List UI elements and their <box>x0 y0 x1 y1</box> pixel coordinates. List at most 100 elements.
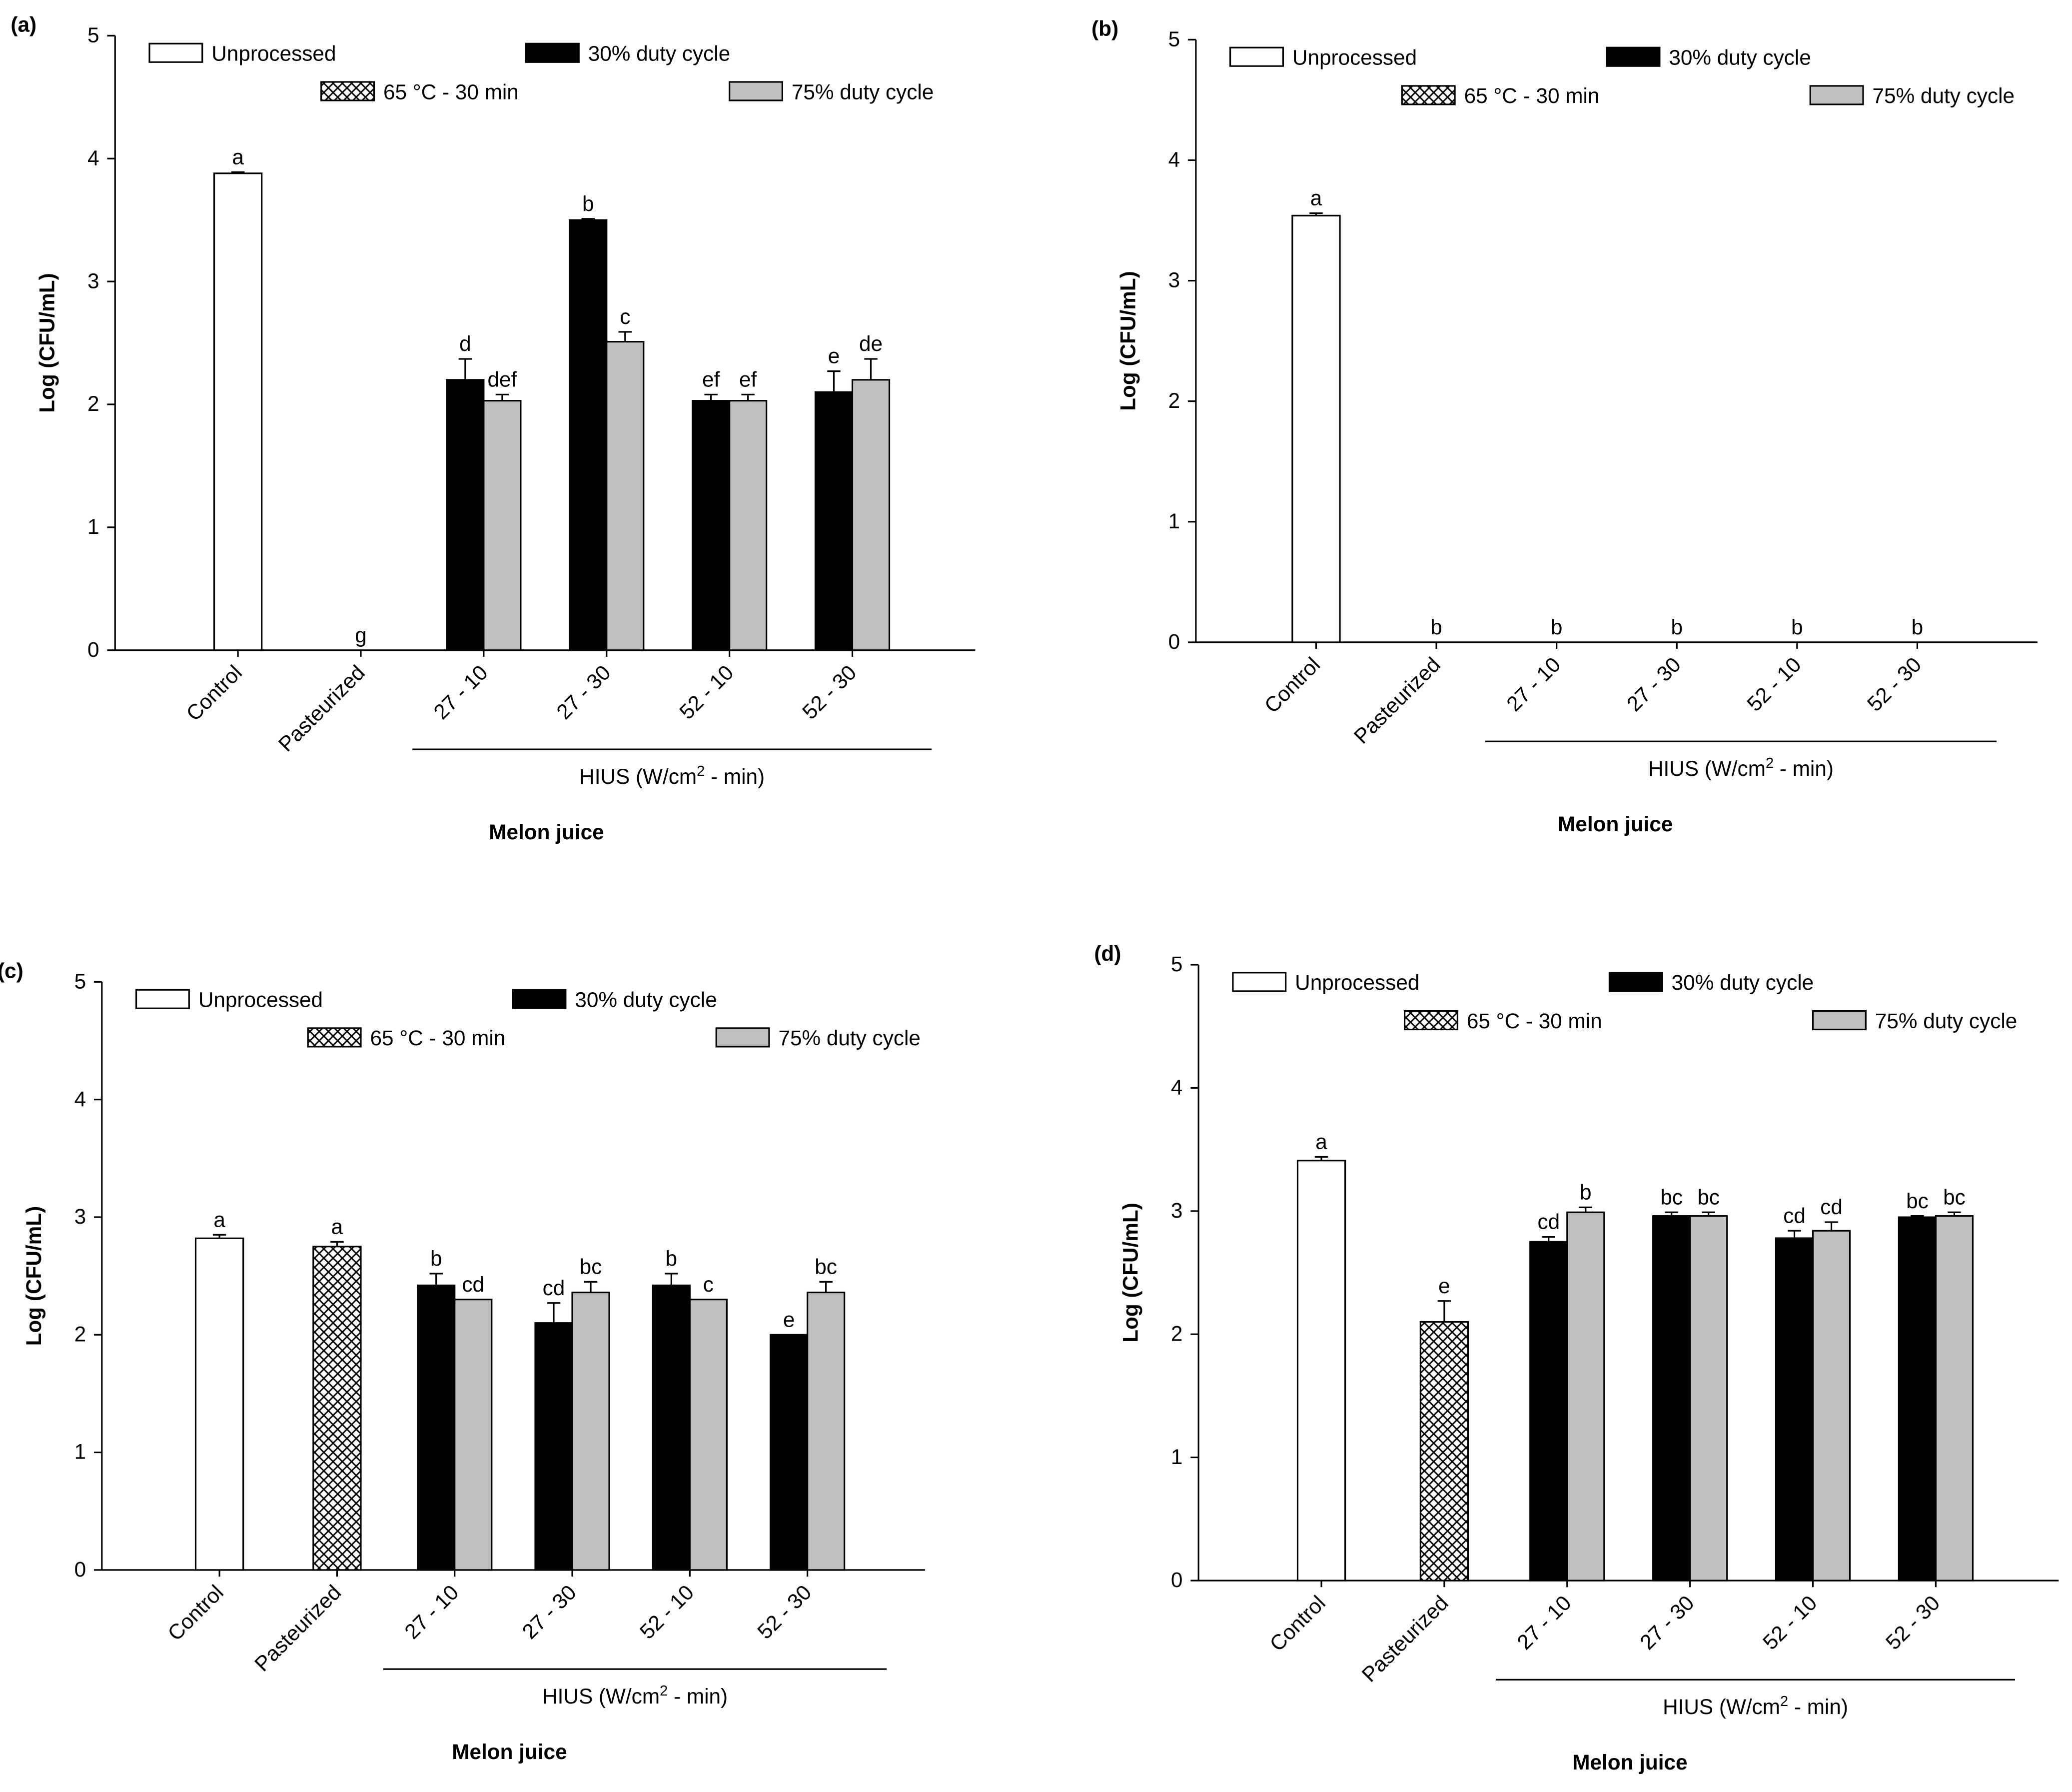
legend-label: 65 °C - 30 min <box>1467 1009 1602 1033</box>
x-axis-label: Melon juice <box>1572 1751 1687 1774</box>
x-tick-label: 27 - 30 <box>1635 1591 1698 1654</box>
x-tick-label: 27 - 30 <box>518 1581 581 1644</box>
y-axis-label: Log (CFU/mL) <box>1116 271 1139 411</box>
legend-swatch <box>729 81 783 101</box>
error-bar <box>1309 212 1323 216</box>
bar <box>194 1237 244 1571</box>
significance-letter: b <box>1791 615 1803 639</box>
bar <box>571 1291 610 1571</box>
error-bar <box>330 1241 344 1247</box>
significance-letter: b <box>1551 615 1563 639</box>
bar <box>1652 1215 1691 1582</box>
error-bar <box>1542 1236 1556 1242</box>
legend-label: 65 °C - 30 min <box>1464 84 1600 107</box>
y-tick-label: 4 <box>1168 148 1180 171</box>
y-tick-label: 2 <box>1168 389 1180 412</box>
legend-swatch <box>1401 85 1456 105</box>
error-bar <box>1911 1215 1924 1218</box>
significance-letter: b <box>1580 1181 1592 1204</box>
bar <box>606 341 645 651</box>
bar <box>851 379 891 651</box>
y-tick-label: 1 <box>87 515 99 538</box>
significance-letter: bc <box>580 1255 602 1278</box>
significance-letter: b <box>666 1247 678 1270</box>
significance-letter: e <box>828 344 840 368</box>
x-tick-label: Control <box>1265 1591 1330 1656</box>
group-label: HIUS (W/cm2 - min) <box>579 763 765 788</box>
x-tick-label: Control <box>163 1581 228 1646</box>
legend-swatch <box>1606 46 1661 67</box>
legend-swatch <box>1229 46 1284 67</box>
bar <box>692 400 731 651</box>
x-tick-label: 27 - 10 <box>400 1581 463 1644</box>
y-axis-label: Log (CFU/mL) <box>22 1206 45 1346</box>
x-axis-label: Melon juice <box>1558 812 1673 836</box>
error-bar <box>1788 1230 1801 1238</box>
bar <box>807 1291 846 1571</box>
x-tick-label: 27 - 10 <box>429 660 492 723</box>
x-tick-label: 27 - 30 <box>552 660 615 723</box>
group-label-part: HIUS (W/cm <box>542 1685 660 1708</box>
bar <box>312 1246 362 1571</box>
bar <box>1689 1215 1728 1582</box>
significance-letter: b <box>1430 615 1442 639</box>
error-bar <box>864 358 878 380</box>
error-bar <box>1948 1211 1961 1216</box>
significance-letter: b <box>1912 615 1924 639</box>
bar <box>1529 1241 1568 1582</box>
y-tick-label: 3 <box>74 1205 86 1228</box>
significance-letter: b <box>430 1247 442 1270</box>
error-bar <box>1702 1211 1715 1216</box>
significance-letter: def <box>487 367 517 391</box>
legend-swatch <box>1232 972 1287 992</box>
error-bar <box>665 1273 678 1286</box>
bar <box>569 219 608 651</box>
group-label-part: - min) <box>1788 1695 1848 1719</box>
y-tick-label: 0 <box>1171 1568 1183 1592</box>
y-tick-label: 0 <box>1168 630 1180 653</box>
y-tick-label: 5 <box>87 23 99 47</box>
significance-letter: a <box>1315 1130 1327 1154</box>
legend-swatch <box>148 42 203 63</box>
significance-letter: bc <box>1943 1185 1966 1209</box>
panel-label: (b) <box>1091 16 1118 40</box>
error-bar <box>429 1273 443 1286</box>
significance-letter: c <box>703 1273 714 1296</box>
group-label-part: - min) <box>705 765 765 788</box>
error-bar <box>741 393 755 401</box>
legend-label: 30% duty cycle <box>588 42 730 65</box>
significance-letter: a <box>1310 186 1322 210</box>
x-tick-label: 52 - 30 <box>1863 653 1926 716</box>
legend-label: 30% duty cycle <box>1669 46 1811 69</box>
legend-label: 75% duty cycle <box>778 1026 920 1050</box>
error-bar <box>704 393 718 401</box>
bar <box>1775 1237 1814 1582</box>
x-tick-label: 52 - 10 <box>1758 1591 1821 1654</box>
bar <box>770 1334 809 1571</box>
y-tick-label: 5 <box>1168 27 1180 51</box>
error-bar <box>827 370 841 392</box>
x-tick-label: 52 - 30 <box>753 1581 816 1644</box>
x-tick-label: 52 - 10 <box>635 1581 698 1644</box>
group-label-part: 2 <box>697 763 705 779</box>
bar <box>1812 1230 1851 1582</box>
significance-letter: e <box>783 1308 795 1331</box>
group-label: HIUS (W/cm2 - min) <box>542 1683 728 1708</box>
bar <box>213 172 263 651</box>
y-tick-label: 4 <box>87 146 99 169</box>
error-bar <box>1314 1156 1328 1161</box>
legend-label: 65 °C - 30 min <box>383 80 519 103</box>
bar <box>483 400 522 651</box>
bar <box>689 1299 728 1571</box>
x-tick-label: 52 - 30 <box>798 660 861 723</box>
y-tick-label: 2 <box>87 392 99 415</box>
legend-swatch <box>1404 1010 1458 1031</box>
significance-letter: b <box>1671 615 1683 639</box>
y-tick-label: 1 <box>1171 1445 1183 1469</box>
x-tick-label: 27 - 30 <box>1622 653 1685 716</box>
y-tick-label: 5 <box>74 970 86 993</box>
legend-swatch <box>1812 1010 1867 1031</box>
legend-swatch <box>715 1027 770 1048</box>
error-bar <box>584 1281 598 1293</box>
significance-letter: bc <box>815 1255 837 1278</box>
